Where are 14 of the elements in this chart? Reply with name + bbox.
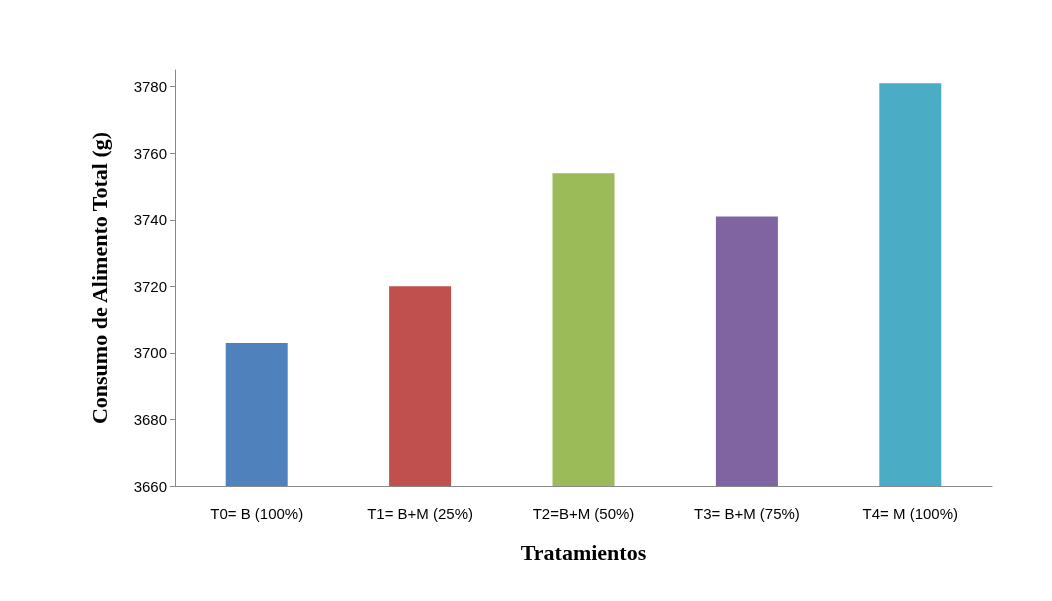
y-tick-label: 3740 bbox=[133, 211, 167, 229]
x-tick-label: T2=B+M (50%) bbox=[532, 505, 635, 522]
x-tick-label: T3= B+M (75%) bbox=[693, 505, 800, 522]
y-tick-label: 3780 bbox=[133, 78, 167, 96]
y-tick-label: 3700 bbox=[133, 344, 167, 362]
y-tick-label: 3660 bbox=[133, 477, 167, 495]
x-tick-label: T4= M (100%) bbox=[862, 505, 959, 522]
x-tick-label: T1= B+M (25%) bbox=[367, 505, 474, 522]
y-tick-label: 3680 bbox=[133, 410, 167, 428]
y-tick-label: 3720 bbox=[133, 277, 167, 295]
y-tick-label: 3760 bbox=[133, 144, 167, 162]
x-axis-title: Tratamientos bbox=[520, 539, 647, 565]
y-axis-title: Consumo de Alimento Total (g) bbox=[86, 131, 112, 425]
x-tick-label: T0= B (100%) bbox=[210, 505, 304, 522]
